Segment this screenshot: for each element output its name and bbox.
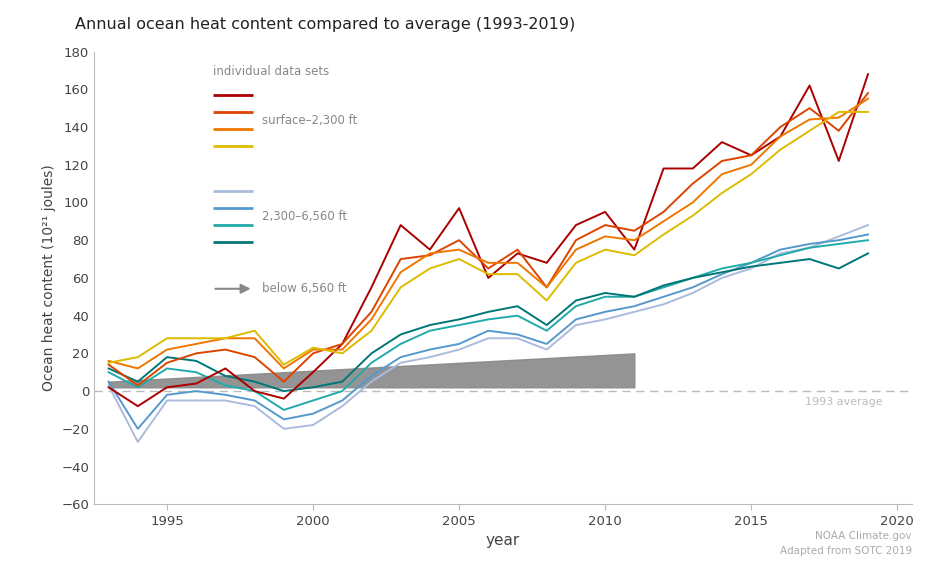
Text: NOAA Climate.gov
Adapted from SOTC 2019: NOAA Climate.gov Adapted from SOTC 2019 <box>779 531 912 556</box>
Text: Annual ocean heat content compared to average (1993-2019): Annual ocean heat content compared to av… <box>75 17 575 32</box>
X-axis label: year: year <box>486 533 520 548</box>
Text: below 6,560 ft: below 6,560 ft <box>261 282 346 295</box>
Text: 2,300–6,560 ft: 2,300–6,560 ft <box>261 210 347 223</box>
Text: 1993 average: 1993 average <box>805 397 883 407</box>
Text: individual data sets: individual data sets <box>212 65 329 78</box>
Text: surface–2,300 ft: surface–2,300 ft <box>261 114 357 127</box>
Y-axis label: Ocean heat content (10²¹ joules): Ocean heat content (10²¹ joules) <box>41 164 55 391</box>
